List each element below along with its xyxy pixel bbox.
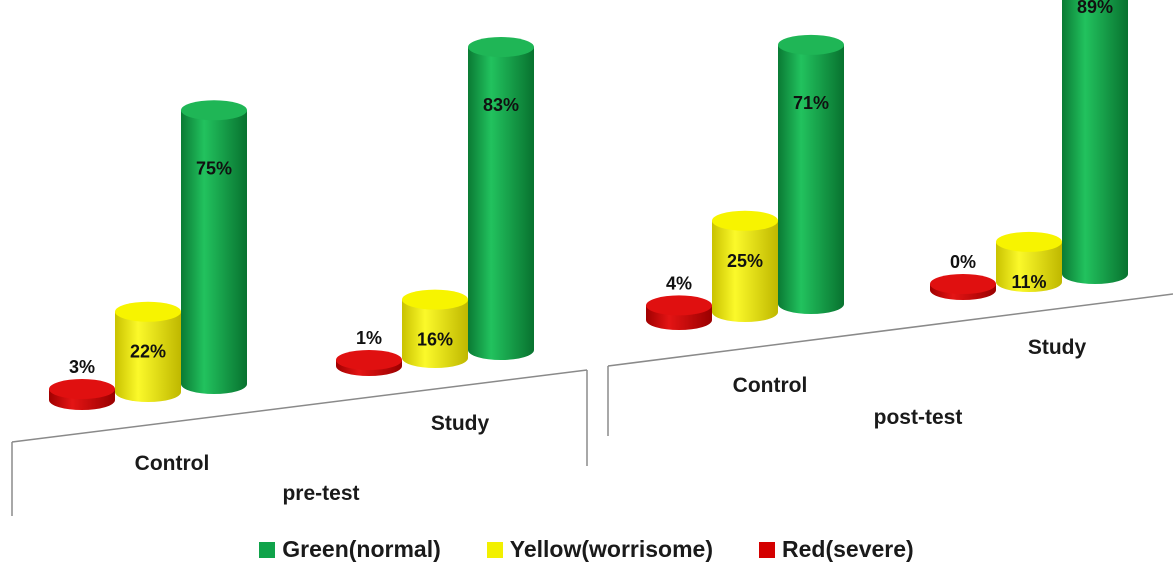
data-label-red-2: 4% — [666, 273, 692, 293]
group-label-post-test: post-test — [874, 406, 963, 429]
legend-label-red: Red(severe) — [782, 536, 914, 562]
group-label-pre-test: pre-test — [282, 482, 359, 505]
data-label-red-0: 3% — [69, 357, 95, 377]
legend-label-yellow: Yellow(worrisome) — [509, 536, 713, 562]
data-label-yellow-1: 16% — [417, 330, 453, 350]
bar-green-1 — [468, 37, 534, 360]
legend-label-green: Green(normal) — [282, 536, 441, 562]
bars: 3% 22% 75% 1% 16% 83% 4% 25% 71% 0% 11% 89% — [49, 0, 1128, 410]
chart-canvas: 3% 22% 75% 1% 16% 83% 4% 25% 71% 0% 11% 89% Control… — [11, 0, 1173, 516]
bar-green-2 — [778, 34, 844, 314]
bar-green-0 — [181, 100, 247, 394]
bar-red-0 — [49, 379, 115, 410]
bar-green-3 — [1062, 0, 1128, 284]
data-label-yellow-2: 25% — [727, 251, 763, 271]
labels: Control Study pre-test Control Study pos… — [135, 336, 1087, 505]
legend-swatch-yellow — [486, 541, 503, 558]
category-label-pre-study: Study — [431, 412, 490, 435]
axes — [11, 293, 1173, 516]
bar-red-1 — [336, 350, 402, 376]
bar-red-3 — [930, 274, 996, 300]
data-label-green-3: 89% — [1077, 0, 1113, 17]
legend-swatch-red — [759, 541, 775, 558]
bar-yellow-1 — [402, 289, 468, 368]
bar-red-2 — [646, 295, 712, 330]
data-label-red-3: 0% — [950, 252, 976, 272]
category-label-pre-control: Control — [135, 452, 210, 475]
legend-item-green: Green(normal) — [259, 536, 441, 563]
data-label-green-1: 83% — [483, 95, 519, 115]
data-label-red-1: 1% — [356, 328, 382, 348]
legend-item-yellow: Yellow(worrisome) — [486, 536, 713, 563]
legend: Green(normal) Yellow(worrisome) Red(seve… — [0, 536, 1173, 563]
bar-yellow-0 — [115, 301, 181, 402]
axis-floor-line-pre — [11, 369, 588, 443]
axis-floor-line-post — [607, 293, 1173, 367]
bar-yellow-3 — [996, 231, 1062, 292]
bar-yellow-2 — [712, 210, 778, 322]
category-label-post-study: Study — [1028, 336, 1087, 359]
category-label-post-control: Control — [733, 374, 808, 397]
legend-swatch-green — [259, 541, 276, 558]
data-label-green-2: 71% — [793, 93, 829, 113]
data-label-yellow-3: 11% — [1011, 272, 1046, 292]
data-label-yellow-0: 22% — [130, 342, 166, 362]
legend-item-red: Red(severe) — [759, 536, 914, 563]
data-label-green-0: 75% — [196, 158, 232, 178]
